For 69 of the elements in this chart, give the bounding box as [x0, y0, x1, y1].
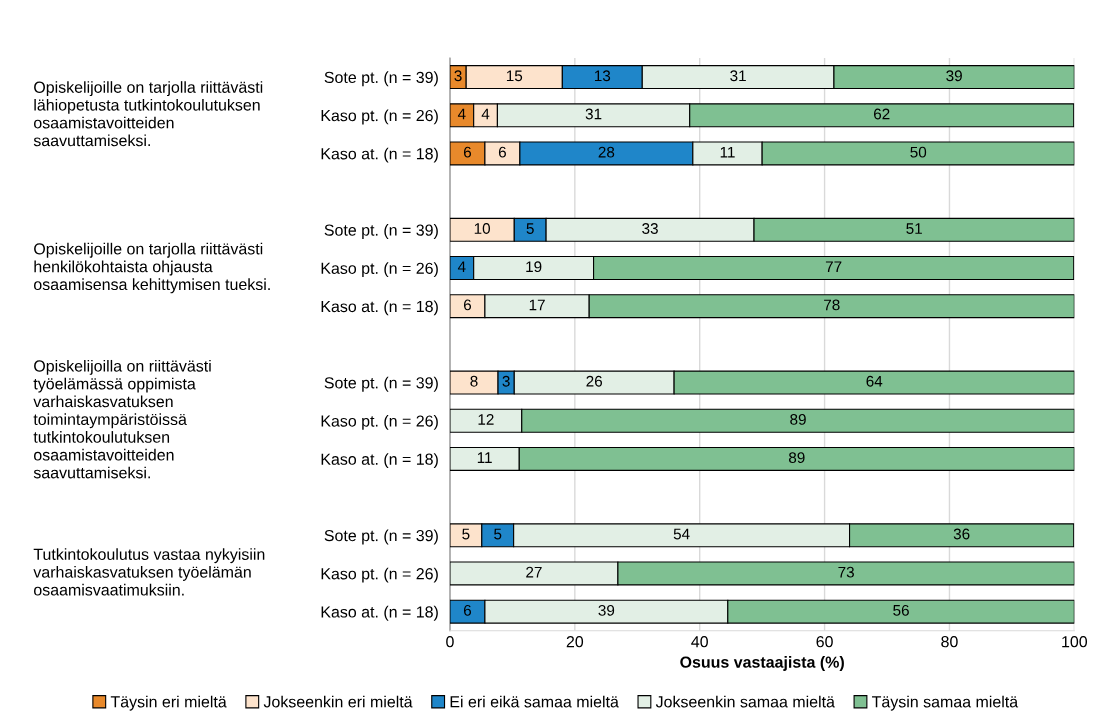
legend-label: Ei eri eikä samaa mieltä: [450, 695, 619, 708]
data-label: 62: [874, 108, 890, 120]
data-label: 12: [478, 414, 494, 425]
data-label: 13: [594, 70, 611, 82]
data-label: 6: [498, 146, 506, 158]
y-tick-label: Sote pt. (n = 39): [324, 224, 438, 239]
data-label: 8: [470, 375, 478, 387]
data-label: 10: [474, 223, 491, 234]
data-label: 64: [866, 375, 883, 387]
legend-label: Jokseenkin eri mieltä: [263, 695, 413, 708]
data-label: 31: [730, 70, 746, 82]
data-label: 4: [457, 261, 466, 272]
data-label: 36: [953, 528, 970, 540]
data-label: 4: [481, 108, 490, 120]
data-label: 6: [463, 146, 472, 158]
data-label: 78: [824, 299, 840, 311]
text: Tutkintokoulutus vastaa nykyisiin varhaiskasvatuksen työelämän osaamisvaatimuksiin.: [33, 548, 265, 596]
data-label: 28: [598, 146, 615, 158]
data-label: 56: [893, 604, 909, 616]
data-label: 5: [526, 223, 534, 234]
legend-label: Täysin samaa mieltä: [872, 695, 1019, 711]
y-tick-label: Kaso at. (n = 18): [321, 605, 438, 621]
data-label: 39: [598, 604, 615, 616]
x-axis-title: Osuus vastaajista (%): [680, 656, 844, 671]
text: Opiskelijoilla on riittävästi työelämässä oppimista varhaiskasvatuksen toimintaympäristöissä tutkintokoulutuksen osaamistavoitteiden saavuttamiseksi.: [33, 359, 211, 479]
data-label: 4: [457, 108, 466, 120]
y-tick-label: Kaso pt. (n = 26): [321, 262, 438, 278]
data-label: 5: [462, 528, 470, 540]
y-tick-label: Sote pt. (n = 39): [324, 71, 438, 87]
data-label: 11: [477, 452, 492, 463]
data-label: 5: [494, 528, 502, 540]
x-tick-label: 100: [1062, 636, 1088, 648]
data-label: 33: [642, 223, 658, 234]
data-label: 89: [790, 414, 806, 425]
data-label: 77: [825, 261, 842, 272]
data-label: 6: [463, 604, 472, 616]
y-tick-label: Kaso pt. (n = 26): [321, 109, 438, 125]
data-label: 50: [910, 146, 927, 158]
x-tick-label: 60: [816, 636, 833, 648]
data-label: 17: [529, 299, 545, 311]
y-tick-label: Sote pt. (n = 39): [324, 376, 438, 392]
data-label: 6: [463, 299, 472, 311]
data-label: 31: [585, 108, 602, 120]
y-tick-label: Kaso at. (n = 18): [321, 300, 438, 316]
data-label: 15: [506, 70, 523, 82]
text: Opiskelijoille on tarjolla riittävästi lähiopetusta tutkintokoulutuksen osaamistavoitteiden saavuttamiseksi.: [33, 81, 263, 147]
data-label: 11: [720, 146, 735, 158]
data-label: 89: [788, 452, 805, 464]
x-tick-label: 0: [446, 636, 454, 648]
x-tick-label: 80: [941, 636, 958, 648]
data-label: 39: [946, 70, 962, 82]
data-label: 3: [502, 375, 510, 387]
y-tick-label: Kaso at. (n = 18): [321, 147, 438, 163]
legend-label: Jokseenkin samaa mieltä: [655, 695, 835, 708]
data-label: 19: [526, 261, 542, 273]
data-label: 26: [586, 375, 603, 387]
data-label: 51: [906, 223, 922, 234]
y-tick-label: Kaso pt. (n = 26): [321, 567, 438, 583]
y-tick-label: Kaso at. (n = 18): [321, 453, 438, 469]
y-tick-label: Kaso pt. (n = 26): [321, 414, 438, 430]
legend-label: Täysin eri mieltä: [110, 695, 227, 711]
data-label: 73: [838, 566, 854, 578]
text: Opiskelijoille on tarjolla riittävästi henkilökohtaista ohjausta osaamisensa kehittymisen tueksi.: [34, 242, 270, 294]
data-label: 3: [454, 70, 462, 82]
x-tick-label: 20: [566, 636, 584, 648]
x-tick-label: 40: [691, 636, 708, 648]
y-tick-label: Sote pt. (n = 39): [324, 529, 438, 545]
data-label: 27: [526, 566, 542, 578]
data-label: 54: [673, 528, 690, 540]
